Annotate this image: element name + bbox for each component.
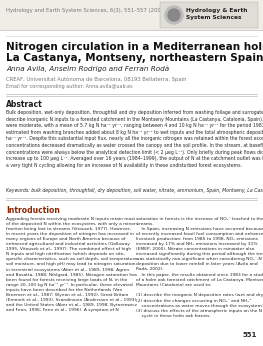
Text: Abstract: Abstract <box>6 100 43 109</box>
Text: Nitrogen circulation in a Mediterranean holm oak forest,: Nitrogen circulation in a Mediterranean … <box>6 42 263 52</box>
Text: CREAF, Universitat Autònoma de Barcelona, 08193 Bellaterra, Spain: CREAF, Universitat Autònoma de Barcelona… <box>6 76 186 82</box>
Circle shape <box>165 6 183 24</box>
Text: Hydrology and Earth System Sciences, 6(3), 551–557 (2002)  ©  EGS: Hydrology and Earth System Sciences, 6(3… <box>6 7 189 13</box>
Text: La Castanya, Montseny, northeastern Spain: La Castanya, Montseny, northeastern Spai… <box>6 53 263 63</box>
Text: Email for corresponding author: Anna.avila@uab.es: Email for corresponding author: Anna.avi… <box>6 84 133 89</box>
Text: Bulk deposition, wet-only deposition, throughfall and dry deposition inferred fr: Bulk deposition, wet-only deposition, th… <box>6 110 263 168</box>
Text: Introduction: Introduction <box>6 206 60 215</box>
Text: 551: 551 <box>243 332 257 338</box>
Text: Keywords: bulk deposition, throughfall, dry deposition, soil water, nitrate, amm: Keywords: bulk deposition, throughfall, … <box>6 188 263 193</box>
Text: System Sciences: System Sciences <box>186 15 241 20</box>
Bar <box>0 0 263 30</box>
Circle shape <box>168 9 180 21</box>
Bar <box>160 2 258 28</box>
Text: Anna Avila, Anselm Rodrigo and Ferran Rodà: Anna Avila, Anselm Rodrigo and Ferran Ro… <box>6 66 169 73</box>
Text: Aggrading forests receiving moderate N inputs retain most
of the deposited N wit: Aggrading forests receiving moderate N i… <box>6 217 138 312</box>
Text: Hydrology & Earth: Hydrology & Earth <box>186 8 247 13</box>
Text: saturation in forests is the increase of NO₃⁻ leached to the
streams.
    In Spa: saturation in forests is the increase of… <box>136 217 263 318</box>
